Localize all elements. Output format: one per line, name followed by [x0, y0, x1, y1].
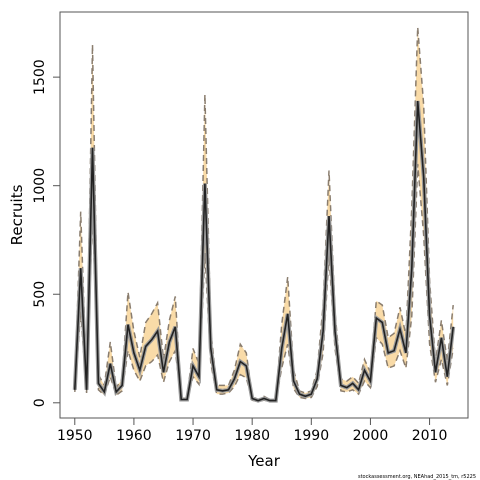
- y-axis: 0 500 1000 1500: [32, 59, 60, 407]
- x-tick-label: 1960: [116, 428, 152, 444]
- x-axis: 1950 1960 1970 1980 1990 2000 2010: [57, 418, 447, 444]
- y-tick-label: 1000: [32, 168, 48, 204]
- x-tick-label: 2010: [412, 428, 448, 444]
- upper-bound-line: [74, 27, 454, 401]
- x-tick-label: 1950: [57, 428, 93, 444]
- x-axis-title: Year: [247, 452, 281, 470]
- source-credit: stockassessment.org, NEAhad_2015_tm, r52…: [358, 474, 476, 480]
- median-line: [74, 100, 454, 402]
- uncertainty-band-layer: [74, 27, 454, 402]
- x-tick-label: 1990: [293, 428, 329, 444]
- series-line-layer: [72, 27, 456, 403]
- lower-bound-line: [74, 163, 454, 403]
- uncertainty-band: [74, 27, 454, 402]
- x-tick-label: 2000: [353, 428, 389, 444]
- x-tick-label: 1970: [175, 428, 211, 444]
- y-tick-label: 1500: [32, 59, 48, 95]
- y-tick-label: 0: [32, 398, 48, 407]
- y-tick-label: 500: [32, 281, 48, 308]
- plot-frame: [59, 11, 469, 419]
- x-tick-label: 1980: [234, 428, 270, 444]
- y-axis-title: Recruits: [8, 184, 26, 245]
